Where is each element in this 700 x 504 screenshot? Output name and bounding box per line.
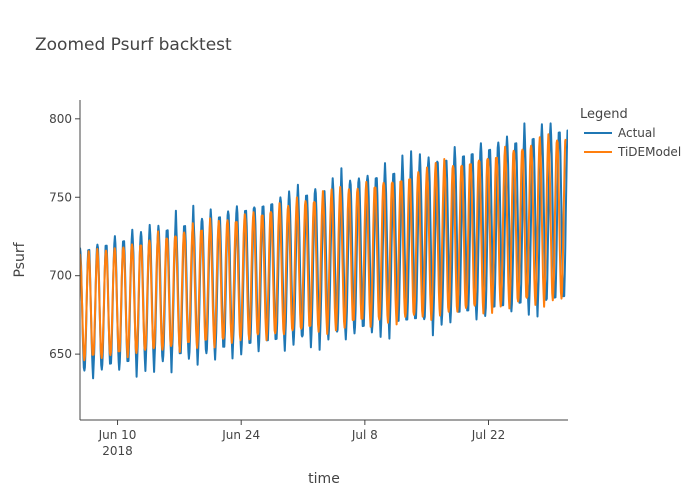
y-axis-label: Psurf <box>12 241 28 277</box>
x-ticks: Jun 10 2018 Jun 24 Jul 8 Jul 22 <box>98 420 506 458</box>
x-tick-label: Jun 10 <box>98 428 137 442</box>
legend-entry-tidemodel[interactable]: TiDEModel <box>584 145 681 159</box>
y-tick-label: 650 <box>49 347 72 361</box>
legend-entry-actual[interactable]: Actual <box>584 126 656 140</box>
y-ticks: 650 700 750 800 <box>49 112 80 361</box>
chart-title: Zoomed Psurf backtest <box>35 35 232 55</box>
y-tick-label: 800 <box>49 112 72 126</box>
legend-title: Legend <box>580 107 628 122</box>
y-tick-label: 700 <box>49 269 72 283</box>
plot-area <box>80 122 568 380</box>
x-tick-label: Jun 24 <box>221 428 260 442</box>
series-line-tidemodel <box>80 133 567 362</box>
x-axis-label: time <box>308 471 340 487</box>
legend-label-actual: Actual <box>618 126 656 140</box>
x-tick-label: Jul 8 <box>351 428 378 442</box>
x-tick-label: Jul 22 <box>471 428 506 442</box>
y-tick-label: 750 <box>49 190 72 204</box>
x-tick-sublabel: 2018 <box>102 444 133 458</box>
legend: Legend Actual TiDEModel <box>580 107 681 159</box>
legend-label-tidemodel: TiDEModel <box>617 145 681 159</box>
